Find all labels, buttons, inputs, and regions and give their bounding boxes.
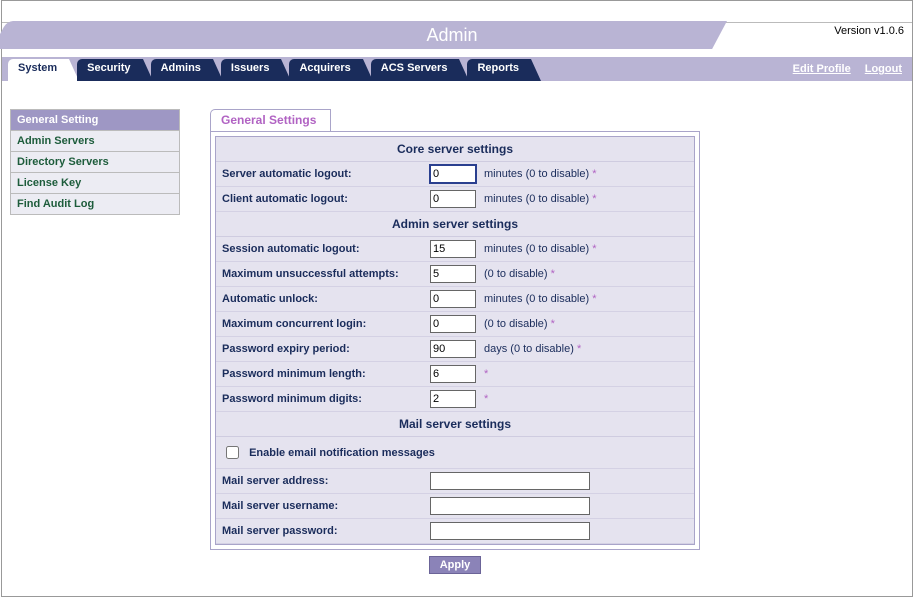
page-title: Admin	[426, 21, 477, 49]
input-pw-expiry[interactable]	[430, 340, 476, 358]
input-mail-address[interactable]	[430, 472, 590, 490]
input-max-unsuccessful[interactable]	[430, 265, 476, 283]
nav-right-links: Edit Profile Logout	[793, 57, 912, 81]
body-area: General Setting Admin Servers Directory …	[2, 81, 912, 596]
input-mail-username[interactable]	[430, 497, 590, 515]
panel-title: General Settings	[210, 109, 331, 131]
row-pw-min-len: Password minimum length: *	[216, 362, 694, 387]
input-client-logout[interactable]	[430, 190, 476, 208]
sidebar-item-license-key[interactable]: License Key	[10, 173, 180, 194]
sidebar: General Setting Admin Servers Directory …	[10, 109, 180, 215]
row-pw-expiry: Password expiry period: days (0 to disab…	[216, 337, 694, 362]
row-server-logout: Server automatic logout: minutes (0 to d…	[216, 162, 694, 187]
tab-acquirers[interactable]: Acquirers	[289, 59, 362, 81]
checkbox-enable-email[interactable]	[226, 446, 239, 459]
row-max-unsuccessful: Maximum unsuccessful attempts: (0 to dis…	[216, 262, 694, 287]
sidebar-item-directory-servers[interactable]: Directory Servers	[10, 152, 180, 173]
app-window: Version v1.0.6 Admin System Security Adm…	[1, 0, 913, 597]
label-enable-email: Enable email notification messages	[249, 447, 435, 459]
input-max-concurrent[interactable]	[430, 315, 476, 333]
sidebar-item-general-setting[interactable]: General Setting	[10, 109, 180, 131]
input-pw-min-len[interactable]	[430, 365, 476, 383]
heading-mail: Mail server settings	[216, 412, 694, 437]
header-band: Admin	[2, 21, 912, 57]
row-session-logout: Session automatic logout: minutes (0 to …	[216, 237, 694, 262]
tab-acs-servers[interactable]: ACS Servers	[371, 59, 460, 81]
tab-system[interactable]: System	[8, 59, 69, 81]
label-client-logout: Client automatic logout:	[222, 193, 430, 205]
edit-profile-link[interactable]: Edit Profile	[793, 63, 851, 75]
input-auto-unlock[interactable]	[430, 290, 476, 308]
row-mail-address: Mail server address:	[216, 469, 694, 494]
top-divider	[2, 1, 912, 23]
tab-issuers[interactable]: Issuers	[221, 59, 282, 81]
sidebar-item-find-audit-log[interactable]: Find Audit Log	[10, 194, 180, 215]
apply-button[interactable]: Apply	[429, 556, 482, 574]
main-panel: General Settings Core server settings Se…	[210, 109, 700, 576]
row-mail-username: Mail server username:	[216, 494, 694, 519]
tab-security[interactable]: Security	[77, 59, 142, 81]
input-pw-min-digits[interactable]	[430, 390, 476, 408]
label-server-logout: Server automatic logout:	[222, 168, 430, 180]
heading-admin: Admin server settings	[216, 212, 694, 237]
input-mail-password[interactable]	[430, 522, 590, 540]
input-server-logout[interactable]	[430, 165, 476, 183]
nav-tabs: System Security Admins Issuers Acquirers…	[2, 57, 912, 81]
logout-link[interactable]: Logout	[865, 63, 902, 75]
row-auto-unlock: Automatic unlock: minutes (0 to disable)…	[216, 287, 694, 312]
required-asterisk: *	[592, 168, 596, 180]
sidebar-item-admin-servers[interactable]: Admin Servers	[10, 131, 180, 152]
row-client-logout: Client automatic logout: minutes (0 to d…	[216, 187, 694, 212]
row-max-concurrent: Maximum concurrent login: (0 to disable)…	[216, 312, 694, 337]
row-mail-password: Mail server password:	[216, 519, 694, 544]
heading-core: Core server settings	[216, 137, 694, 162]
tab-reports[interactable]: Reports	[467, 59, 531, 81]
row-enable-email: Enable email notification messages	[216, 437, 694, 469]
row-pw-min-digits: Password minimum digits: *	[216, 387, 694, 412]
tab-admins[interactable]: Admins	[151, 59, 213, 81]
input-session-logout[interactable]	[430, 240, 476, 258]
